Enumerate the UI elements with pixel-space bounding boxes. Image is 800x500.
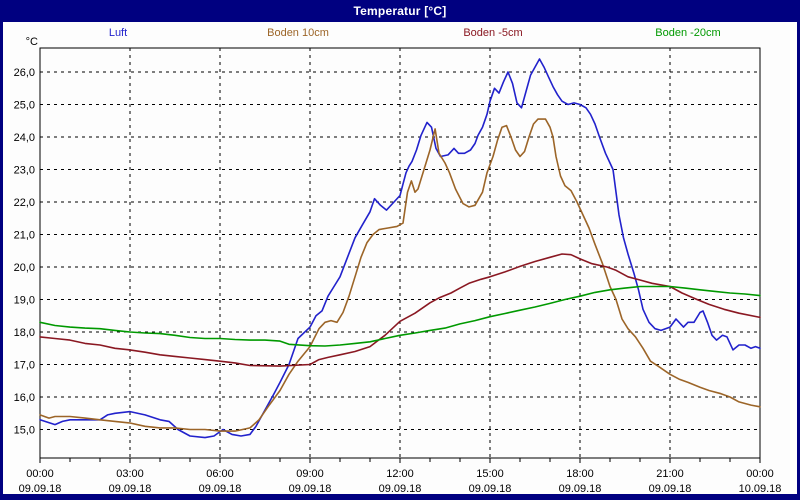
x-tick-date-label: 09.09.18 <box>289 483 332 494</box>
x-tick-time-label: 15:00 <box>476 468 504 480</box>
legend-item-boden-minus20cm: Boden -20cm <box>655 27 721 39</box>
y-tick-label: 25,0 <box>14 100 35 112</box>
x-tick-time-label: 00:00 <box>26 468 54 480</box>
x-tick-date-label: 09.09.18 <box>649 483 692 494</box>
page-title: Temperatur [°C] <box>353 4 447 18</box>
x-tick-date-label: 09.09.18 <box>379 483 422 494</box>
y-tick-label: 18,0 <box>14 327 35 339</box>
x-tick-time-label: 00:00 <box>746 468 774 480</box>
legend-item-boden-10cm: Boden 10cm <box>267 27 329 39</box>
y-tick-label: 16,0 <box>14 392 35 404</box>
plot-frame <box>39 47 761 459</box>
y-tick-label: 21,0 <box>14 230 35 242</box>
y-tick-label: 19,0 <box>14 295 35 307</box>
series-line-boden-10cm <box>39 118 761 432</box>
legend: Luft Boden 10cm Boden -5cm Boden -20cm <box>3 22 797 46</box>
x-tick-time-label: 12:00 <box>386 468 414 480</box>
x-tick-time-label: 21:00 <box>656 468 684 480</box>
series-line-boden--5cm <box>39 253 761 367</box>
legend-item-luft: Luft <box>108 27 128 39</box>
y-tick-label: 20,0 <box>14 262 35 274</box>
y-tick-label: 17,0 <box>14 360 35 372</box>
series-line-luft <box>39 58 761 439</box>
x-tick-time-label: 18:00 <box>566 468 594 480</box>
y-tick-label: 15,0 <box>14 425 35 437</box>
x-tick-time-label: 06:00 <box>206 468 234 480</box>
y-tick-label: 24,0 <box>14 132 35 144</box>
title-bar: Temperatur [°C] <box>3 0 797 22</box>
x-tick-time-label: 03:00 <box>116 468 144 480</box>
series-line-boden--20cm <box>39 285 761 347</box>
x-tick-date-label: 10.09.18 <box>739 483 782 494</box>
x-tick-date-label: 09.09.18 <box>109 483 152 494</box>
y-tick-label: 26,0 <box>14 67 35 79</box>
y-tick-label: 22,0 <box>14 197 35 209</box>
x-tick-date-label: 09.09.18 <box>199 483 242 494</box>
legend-item-boden-minus5cm: Boden -5cm <box>463 27 523 39</box>
x-tick-date-label: 09.09.18 <box>559 483 602 494</box>
y-axis-unit-label: °C <box>26 36 38 48</box>
x-tick-time-label: 09:00 <box>296 468 324 480</box>
x-tick-date-label: 09.09.18 <box>469 483 512 494</box>
x-tick-date-label: 09.09.18 <box>19 483 62 494</box>
y-tick-label: 23,0 <box>14 165 35 177</box>
